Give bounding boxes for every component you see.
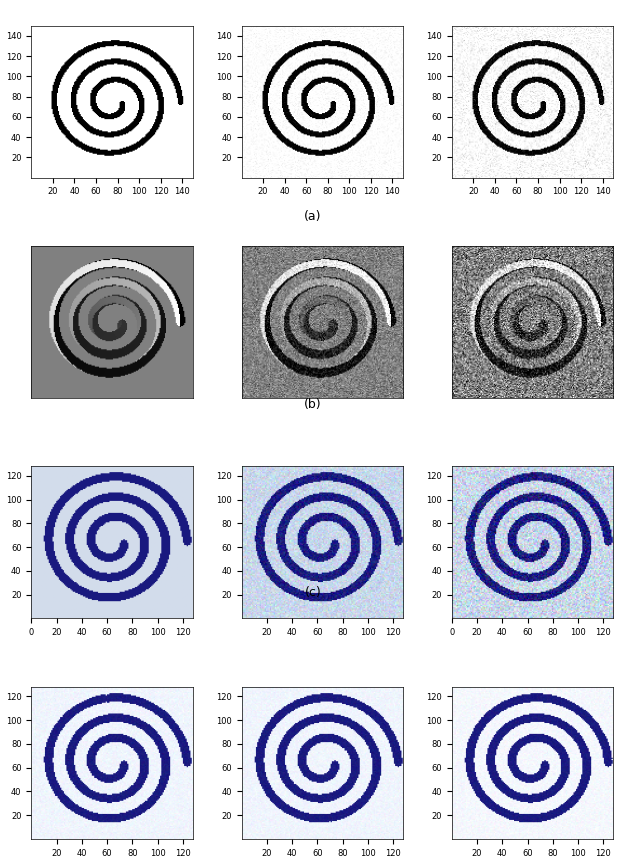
Text: (c): (c) bbox=[305, 586, 321, 599]
Text: (a): (a) bbox=[304, 210, 322, 223]
Text: (b): (b) bbox=[304, 398, 322, 411]
